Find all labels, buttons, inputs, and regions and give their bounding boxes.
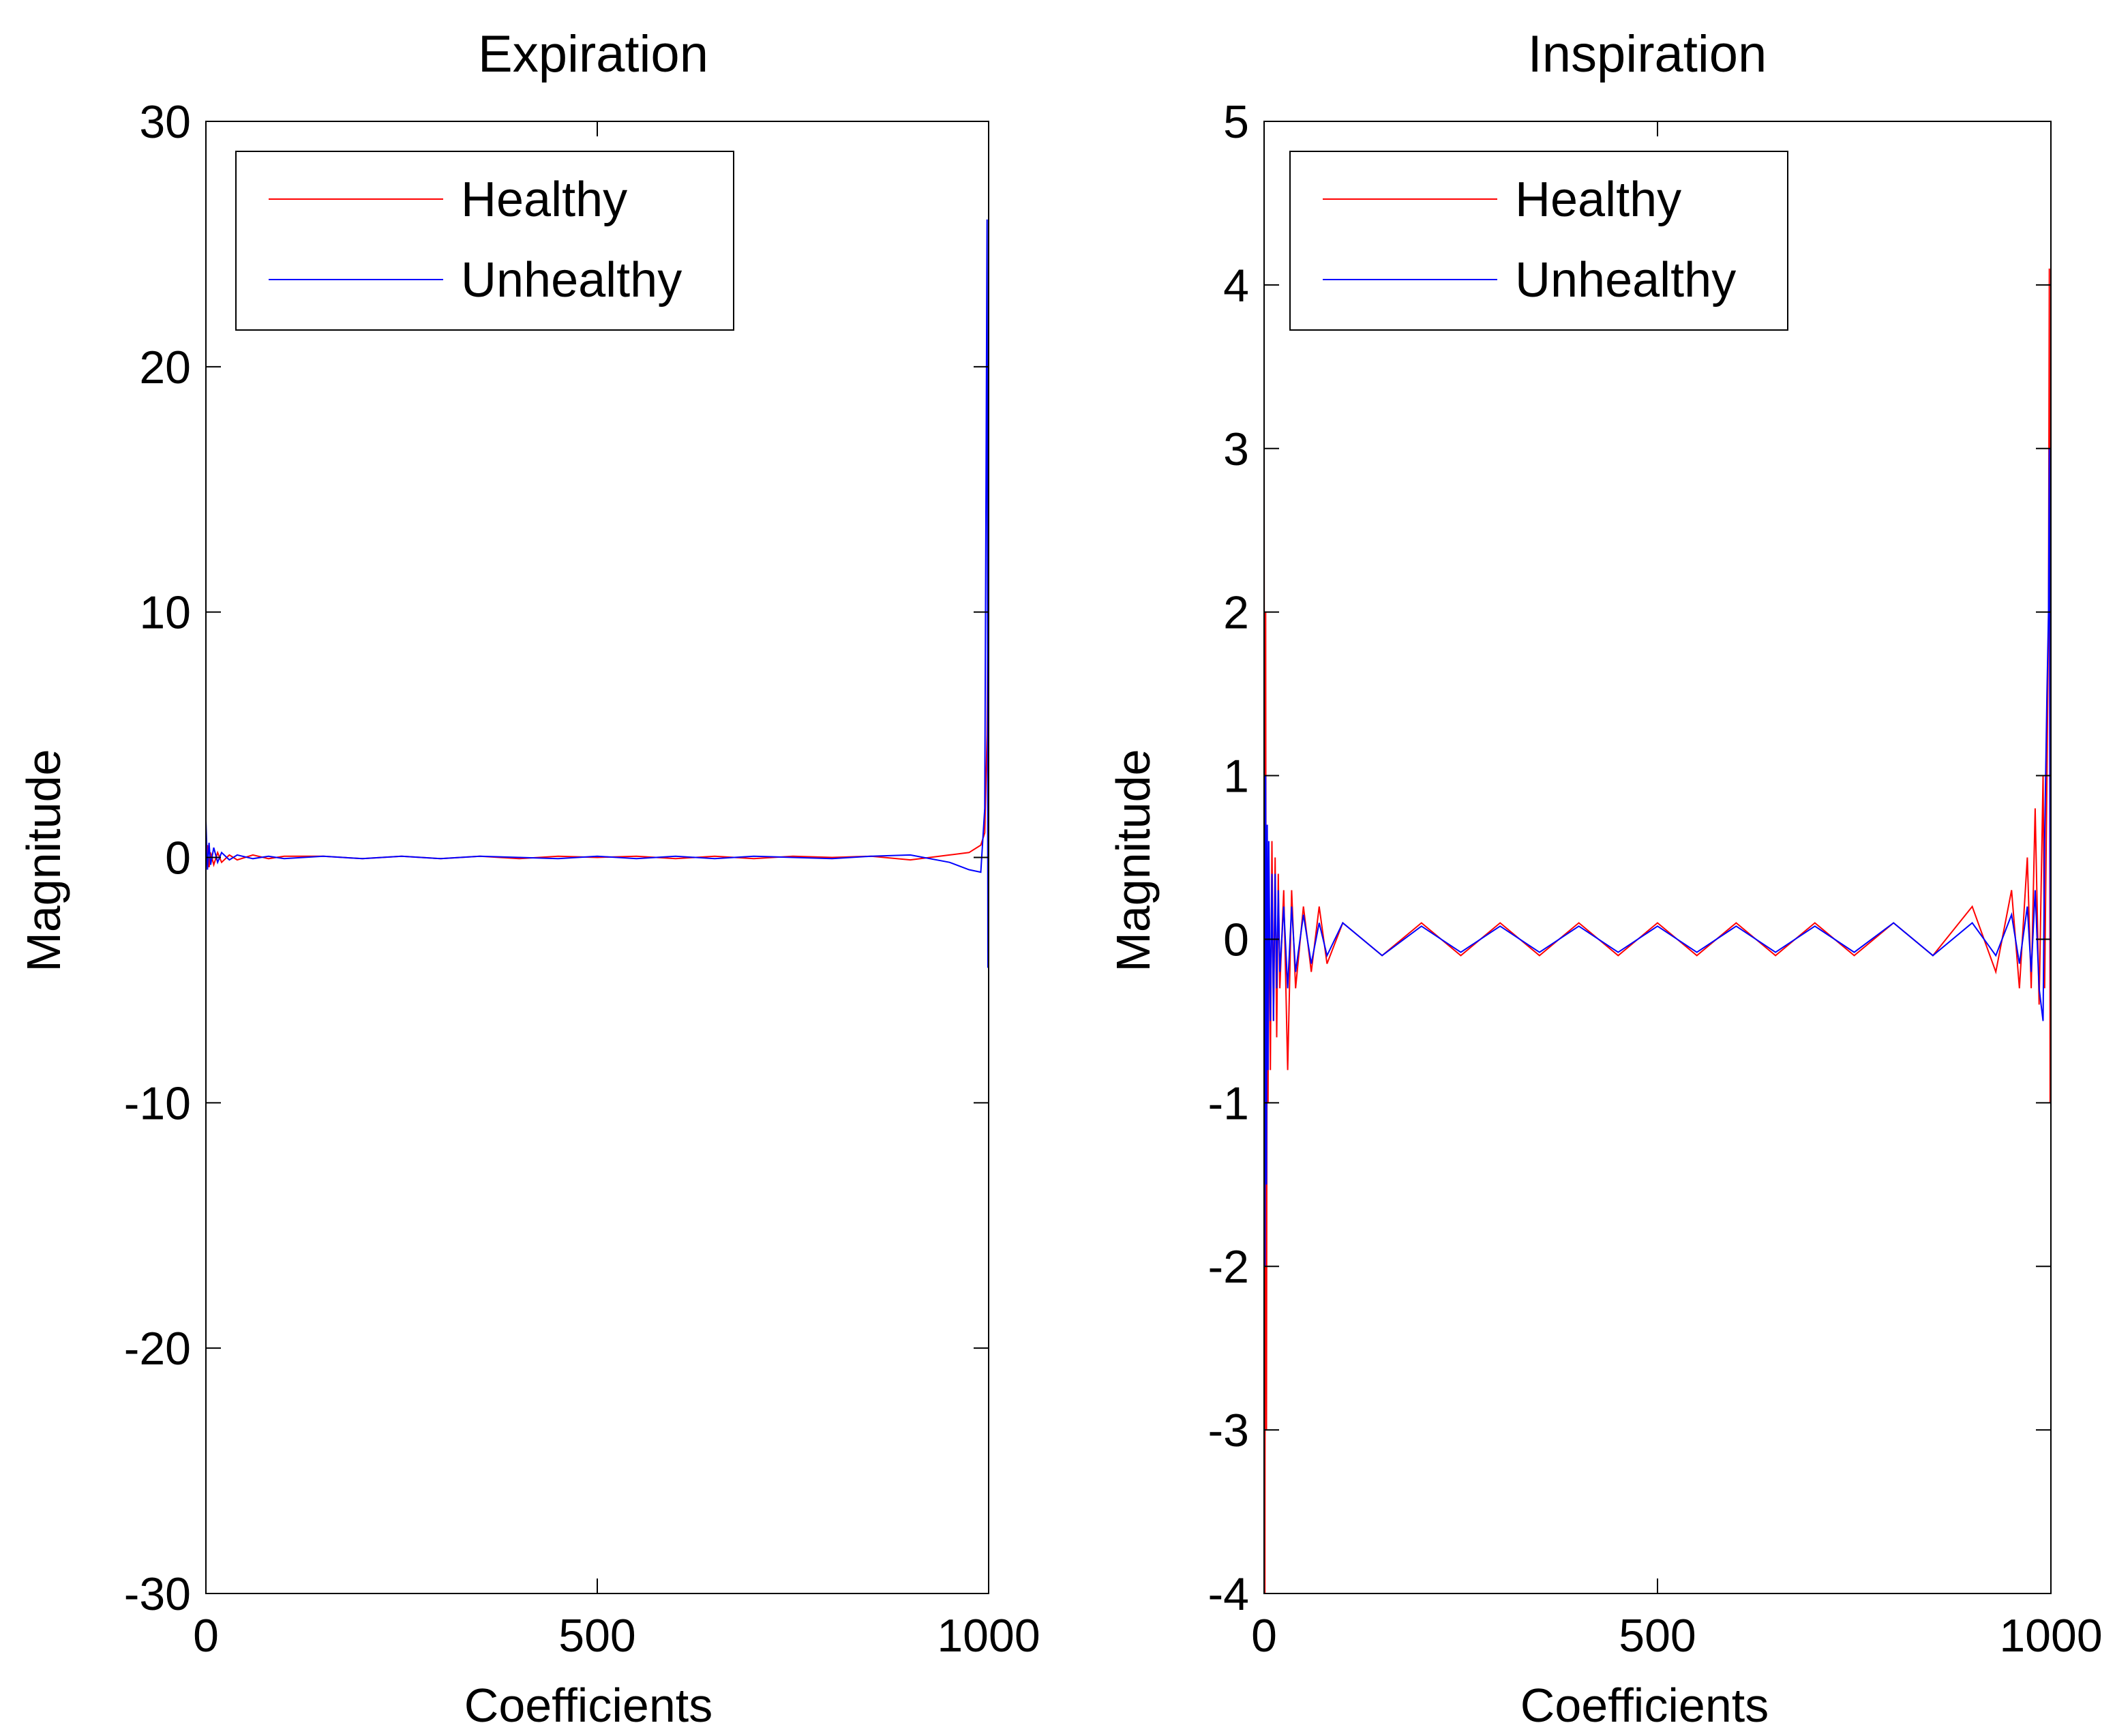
legend-label-unhealthy: Unhealthy <box>1515 253 1736 308</box>
legend-box <box>235 151 734 331</box>
y-tick-label: 3 <box>1223 423 1249 475</box>
chart-title: Expiration <box>478 25 708 83</box>
chart-title: Inspiration <box>1528 25 1767 83</box>
y-tick-label: 10 <box>139 587 191 639</box>
x-tick-label: 0 <box>193 1610 219 1662</box>
y-axis-label: Magnitude <box>17 749 70 972</box>
y-tick-label: 1 <box>1223 751 1249 803</box>
x-axis-label: Coefficients <box>464 1679 712 1732</box>
y-tick-label: -20 <box>124 1323 191 1375</box>
legend-label-healthy: Healthy <box>461 173 627 227</box>
plot-area: 0 500 1000 -30 -20 -10 0 10 20 30 <box>124 96 1040 1662</box>
plot-area: 0 500 1000 -4 -3 -2 -1 0 1 2 3 4 5 <box>1208 96 2103 1662</box>
y-tick-label: -2 <box>1208 1241 1249 1293</box>
legend-label-unhealthy: Unhealthy <box>461 253 682 308</box>
inspiration-panel: Inspiration Coefficients Magnitude 0 500 1… <box>1107 25 2103 1732</box>
x-tick-label: 1000 <box>1999 1610 2102 1662</box>
y-tick-label: -1 <box>1208 1077 1249 1129</box>
y-tick-label: 2 <box>1223 587 1249 639</box>
legend-label-healthy: Healthy <box>1515 173 1681 227</box>
x-tick-label: 1000 <box>937 1610 1040 1662</box>
series-line-healthy <box>205 612 989 868</box>
y-tick-label: -3 <box>1208 1405 1249 1456</box>
y-tick-label: 20 <box>139 342 191 393</box>
x-axis-label: Coefficients <box>1520 1679 1769 1732</box>
series-line-unhealthy <box>205 219 989 968</box>
x-tick-label: 0 <box>1251 1610 1277 1662</box>
x-tick-label: 500 <box>558 1610 635 1662</box>
x-tick-label: 500 <box>1619 1610 1696 1662</box>
y-axis-label: Magnitude <box>1107 749 1160 972</box>
series-line-unhealthy <box>1263 448 2052 1267</box>
legend: Healthy Unhealthy <box>235 151 734 331</box>
legend: Healthy Unhealthy <box>1289 151 1788 331</box>
y-tick-label: 4 <box>1223 260 1249 312</box>
y-tick-label: 0 <box>1223 914 1249 966</box>
y-tick-label: 0 <box>165 833 191 884</box>
y-tick-label: -30 <box>124 1568 191 1620</box>
y-tick-label: 5 <box>1223 96 1249 148</box>
legend-box <box>1289 151 1788 331</box>
y-tick-label: 30 <box>139 96 191 148</box>
y-tick-label: -4 <box>1208 1568 1249 1620</box>
y-tick-label: -10 <box>124 1077 191 1129</box>
expiration-panel: Expiration Coefficients Magnitude 0 500 10… <box>17 25 1040 1732</box>
